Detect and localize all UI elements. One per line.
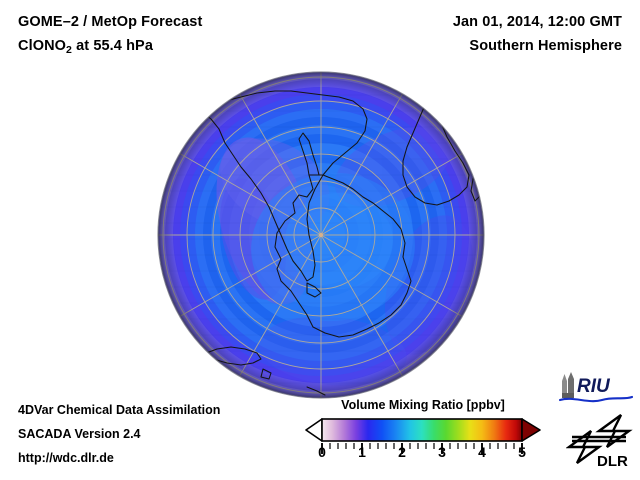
colorbar-tick-label: 3 <box>438 444 446 460</box>
assimilation-method-label: 4DVar Chemical Data Assimilation <box>18 403 221 417</box>
species-name: ClONO <box>18 38 67 54</box>
instrument-title: GOME–2 / MetOp Forecast <box>18 14 203 30</box>
colorbar-gradient <box>322 419 522 441</box>
colorbar-tick-label: 4 <box>478 444 486 460</box>
colorbar-tick-label: 1 <box>358 444 366 460</box>
polar-map <box>157 71 485 399</box>
colorbar-tick-labels: 0 1 2 3 4 5 <box>305 444 541 466</box>
species-subscript: 2 <box>66 44 72 56</box>
riu-tower-icon <box>562 372 574 398</box>
colorbar-extend-max-arrow <box>521 418 541 442</box>
globe-svg <box>157 71 485 399</box>
timestamp: Jan 01, 2014, 12:00 GMT <box>452 14 622 30</box>
map-data-layer <box>158 72 484 398</box>
colorbar-tick-label: 0 <box>318 444 326 460</box>
riu-logo: RIU <box>558 372 634 403</box>
globe-outline <box>157 71 485 399</box>
riu-wave-icon <box>558 395 634 403</box>
version-label: SACADA Version 2.4 <box>18 427 141 441</box>
species-level-title: ClONO2 at 55.4 hPa <box>18 38 153 56</box>
colorbar: Volume Mixing Ratio [ppbv] <box>305 398 541 476</box>
region-label: Southern Hemisphere <box>469 38 622 54</box>
colorbar-tick-label: 2 <box>398 444 406 460</box>
source-url-label: http://wdc.dlr.de <box>18 451 114 465</box>
pressure-level: at 55.4 hPa <box>71 38 153 54</box>
dlr-wordmark: DLR <box>597 453 628 470</box>
colorbar-extend-min-arrow <box>305 418 323 442</box>
dlr-pinwheel-icon <box>566 414 633 464</box>
colorbar-title: Volume Mixing Ratio [ppbv] <box>341 398 505 412</box>
colorbar-svg <box>305 418 541 454</box>
dlr-logo: DLR <box>566 414 633 470</box>
colorbar-ticks <box>321 443 523 454</box>
riu-wordmark: RIU <box>577 376 611 397</box>
colorbar-tick-label: 5 <box>518 444 526 460</box>
limb-shading <box>158 72 484 398</box>
